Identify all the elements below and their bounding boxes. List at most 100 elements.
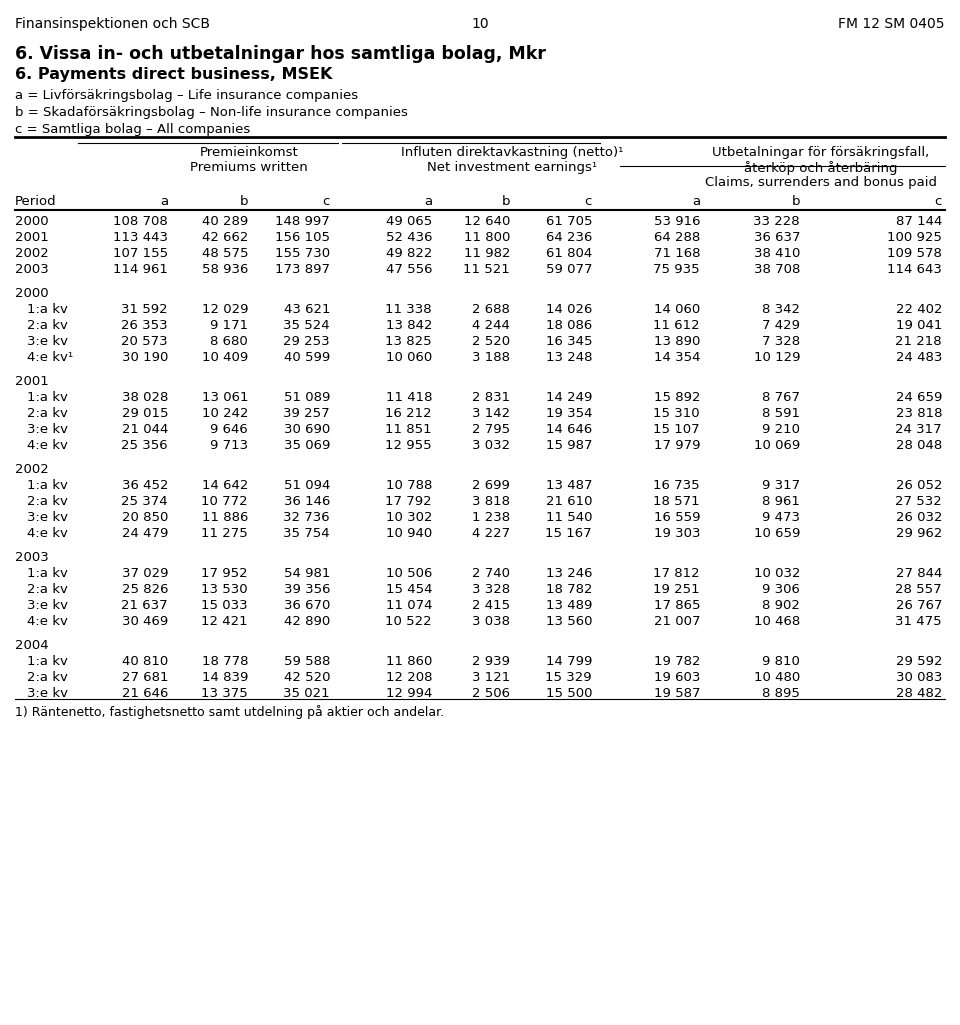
Text: 13 890: 13 890: [654, 335, 700, 348]
Text: 28 557: 28 557: [896, 583, 942, 596]
Text: 13 560: 13 560: [545, 615, 592, 628]
Text: 23 818: 23 818: [896, 407, 942, 420]
Text: 2 740: 2 740: [472, 567, 510, 580]
Text: Finansinspektionen och SCB: Finansinspektionen och SCB: [15, 17, 210, 31]
Text: 36 637: 36 637: [754, 231, 800, 244]
Text: 100 925: 100 925: [887, 231, 942, 244]
Text: 2:a kv: 2:a kv: [27, 671, 68, 684]
Text: 20 850: 20 850: [122, 511, 168, 524]
Text: 15 107: 15 107: [654, 423, 700, 436]
Text: 10 468: 10 468: [754, 615, 800, 628]
Text: 13 487: 13 487: [545, 479, 592, 492]
Text: 1:a kv: 1:a kv: [27, 391, 68, 404]
Text: a: a: [160, 195, 168, 208]
Text: 64 236: 64 236: [545, 231, 592, 244]
Text: 30 690: 30 690: [284, 423, 330, 436]
Text: 19 354: 19 354: [545, 407, 592, 420]
Text: 4:e kv: 4:e kv: [27, 439, 68, 452]
Text: c = Samtliga bolag – All companies: c = Samtliga bolag – All companies: [15, 123, 251, 136]
Text: 13 246: 13 246: [545, 567, 592, 580]
Text: 16 559: 16 559: [654, 511, 700, 524]
Text: 2 506: 2 506: [472, 687, 510, 700]
Text: 11 338: 11 338: [385, 303, 432, 316]
Text: 148 997: 148 997: [276, 215, 330, 228]
Text: 54 981: 54 981: [283, 567, 330, 580]
Text: 59 588: 59 588: [283, 655, 330, 668]
Text: 42 520: 42 520: [283, 671, 330, 684]
Text: 42 890: 42 890: [284, 615, 330, 628]
Text: 35 069: 35 069: [283, 439, 330, 452]
Text: Net investment earnings¹: Net investment earnings¹: [427, 161, 597, 174]
Text: 37 029: 37 029: [122, 567, 168, 580]
Text: 7 328: 7 328: [762, 335, 800, 348]
Text: 13 530: 13 530: [202, 583, 248, 596]
Text: 28 482: 28 482: [896, 687, 942, 700]
Text: 2000: 2000: [15, 215, 49, 228]
Text: 3:e kv: 3:e kv: [27, 687, 68, 700]
Text: 3 121: 3 121: [471, 671, 510, 684]
Text: 17 792: 17 792: [385, 495, 432, 508]
Text: 12 994: 12 994: [386, 687, 432, 700]
Text: 15 033: 15 033: [202, 599, 248, 612]
Text: 3 818: 3 818: [472, 495, 510, 508]
Text: 32 736: 32 736: [283, 511, 330, 524]
Text: b = Skadaförsäkringsbolag – Non-life insurance companies: b = Skadaförsäkringsbolag – Non-life ins…: [15, 106, 408, 119]
Text: 14 642: 14 642: [202, 479, 248, 492]
Text: 51 089: 51 089: [283, 391, 330, 404]
Text: 19 587: 19 587: [654, 687, 700, 700]
Text: 48 575: 48 575: [202, 247, 248, 260]
Text: 18 571: 18 571: [654, 495, 700, 508]
Text: 16 345: 16 345: [545, 335, 592, 348]
Text: 11 851: 11 851: [385, 423, 432, 436]
Text: Utbetalningar för försäkringsfall,: Utbetalningar för försäkringsfall,: [712, 146, 929, 159]
Text: 4 244: 4 244: [472, 319, 510, 332]
Text: 10 069: 10 069: [754, 439, 800, 452]
Text: 10 772: 10 772: [202, 495, 248, 508]
Text: 26 767: 26 767: [896, 599, 942, 612]
Text: 36 670: 36 670: [283, 599, 330, 612]
Text: 7 429: 7 429: [762, 319, 800, 332]
Text: 24 317: 24 317: [896, 423, 942, 436]
Text: 108 708: 108 708: [113, 215, 168, 228]
Text: 14 799: 14 799: [545, 655, 592, 668]
Text: 1:a kv: 1:a kv: [27, 655, 68, 668]
Text: 19 782: 19 782: [654, 655, 700, 668]
Text: 2001: 2001: [15, 375, 49, 388]
Text: 3 038: 3 038: [472, 615, 510, 628]
Text: 14 354: 14 354: [654, 351, 700, 364]
Text: 2:a kv: 2:a kv: [27, 583, 68, 596]
Text: 2:a kv: 2:a kv: [27, 407, 68, 420]
Text: 10 409: 10 409: [202, 351, 248, 364]
Text: 12 029: 12 029: [202, 303, 248, 316]
Text: 13 375: 13 375: [202, 687, 248, 700]
Text: 10 302: 10 302: [386, 511, 432, 524]
Text: 2002: 2002: [15, 463, 49, 476]
Text: 13 061: 13 061: [202, 391, 248, 404]
Text: 8 680: 8 680: [210, 335, 248, 348]
Text: 17 865: 17 865: [654, 599, 700, 612]
Text: 52 436: 52 436: [386, 231, 432, 244]
Text: 3 328: 3 328: [472, 583, 510, 596]
Text: 35 021: 35 021: [283, 687, 330, 700]
Text: b: b: [239, 195, 248, 208]
Text: 21 007: 21 007: [654, 615, 700, 628]
Text: 35 754: 35 754: [283, 527, 330, 540]
Text: 24 479: 24 479: [122, 527, 168, 540]
Text: 3:e kv: 3:e kv: [27, 423, 68, 436]
Text: 53 916: 53 916: [654, 215, 700, 228]
Text: 15 454: 15 454: [386, 583, 432, 596]
Text: 51 094: 51 094: [283, 479, 330, 492]
Text: Premieinkomst: Premieinkomst: [200, 146, 299, 159]
Text: 26 353: 26 353: [121, 319, 168, 332]
Text: 4:e kv¹: 4:e kv¹: [27, 351, 73, 364]
Text: Claims, surrenders and bonus paid: Claims, surrenders and bonus paid: [705, 176, 937, 189]
Text: 27 532: 27 532: [896, 495, 942, 508]
Text: 2 520: 2 520: [472, 335, 510, 348]
Text: 10 060: 10 060: [386, 351, 432, 364]
Text: 14 646: 14 646: [545, 423, 592, 436]
Text: 11 860: 11 860: [386, 655, 432, 668]
Text: 10 129: 10 129: [754, 351, 800, 364]
Text: 29 253: 29 253: [283, 335, 330, 348]
Text: 21 646: 21 646: [122, 687, 168, 700]
Text: 8 767: 8 767: [762, 391, 800, 404]
